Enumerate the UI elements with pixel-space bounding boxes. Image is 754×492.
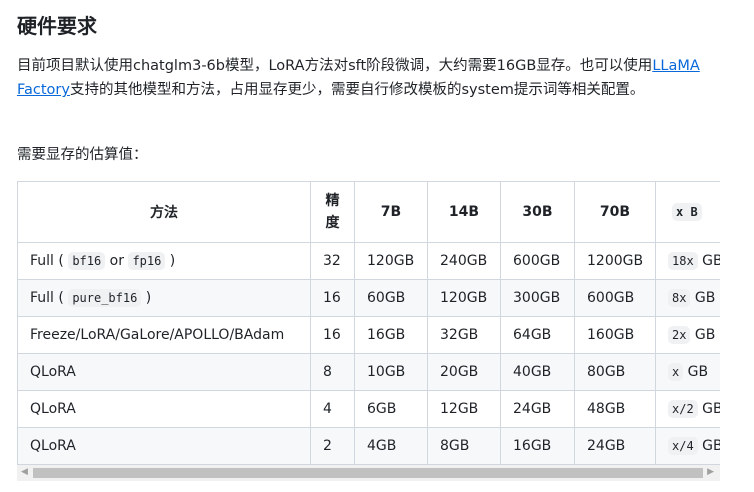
vram-cell: 64GB <box>500 316 575 354</box>
table-row: Freeze/LoRA/GaLore/APOLLO/BAdam 16 16GB 32G… <box>17 316 720 354</box>
table-row: Full ( pure_bf16 ) 16 60GB 120GB 300GB 600GB 8… <box>17 279 720 317</box>
intro-text: 目前项目默认使用chatglm3-6b模型，LoRA方法对sft阶段微调，大约需… <box>17 58 653 74</box>
llama-factory-link[interactable]: LLaMA Factory <box>17 58 700 98</box>
vram-cell: 32GB <box>427 316 501 354</box>
intro-text-continued: 支持的其他模型和方法，占用显存更少，需要自行修改模板的system提示词等相关配… <box>69 82 645 98</box>
vram-cell: 40GB <box>500 353 575 391</box>
vram-table: 方法 精度 7B 14B 30B 70B x B Full ( bf16 or fp16 )… <box>17 181 720 465</box>
column-header: 方法 <box>17 181 311 243</box>
method-cell: QLoRA <box>17 427 311 465</box>
table-scroll-container: 方法 精度 7B 14B 30B 70B x B Full ( bf16 or fp16 )… <box>17 181 720 465</box>
vram-cell: 24GB <box>500 390 575 428</box>
column-header: 精度 <box>310 181 355 243</box>
xb-cell: x/4 GB <box>655 427 720 465</box>
vram-cell: 24GB <box>574 427 656 465</box>
xb-cell: 18x GB <box>655 242 720 280</box>
method-cell: QLoRA <box>17 390 311 428</box>
table-row: Full ( bf16 or fp16 ) 32 120GB 240GB 600GB 12… <box>17 242 720 280</box>
vram-cell: 16GB <box>354 316 428 354</box>
precision-cell: 2 <box>310 427 355 465</box>
method-cell: Full ( pure_bf16 ) <box>17 279 311 317</box>
vram-cell: 20GB <box>427 353 501 391</box>
column-header: 70B <box>574 181 656 243</box>
column-header: 30B <box>500 181 575 243</box>
intro-paragraph: 目前项目默认使用chatglm3-6b模型，LoRA方法对sft阶段微调，大约需… <box>17 54 727 102</box>
scrollbar-thumb[interactable] <box>33 468 703 478</box>
precision-cell: 4 <box>310 390 355 428</box>
horizontal-scrollbar[interactable]: ◀ ▶ <box>17 465 720 481</box>
precision-cell: 16 <box>310 279 355 317</box>
precision-cell: 32 <box>310 242 355 280</box>
vram-cell: 80GB <box>574 353 656 391</box>
vram-cell: 12GB <box>427 390 501 428</box>
section-title: 硬件要求 <box>17 14 97 38</box>
precision-cell: 8 <box>310 353 355 391</box>
xb-cell: 8x GB <box>655 279 720 317</box>
vram-cell: 16GB <box>500 427 575 465</box>
method-cell: Full ( bf16 or fp16 ) <box>17 242 311 280</box>
xb-cell: x GB <box>655 353 720 391</box>
vram-cell: 8GB <box>427 427 501 465</box>
vram-cell: 300GB <box>500 279 575 317</box>
scroll-right-arrow-icon[interactable]: ▶ <box>707 467 714 477</box>
method-cell: Freeze/LoRA/GaLore/APOLLO/BAdam <box>17 316 311 354</box>
vram-cell: 4GB <box>354 427 428 465</box>
column-header: 7B <box>354 181 428 243</box>
scroll-left-arrow-icon[interactable]: ◀ <box>21 467 28 477</box>
vram-cell: 10GB <box>354 353 428 391</box>
vram-cell: 240GB <box>427 242 501 280</box>
column-header: x B <box>655 181 720 243</box>
vram-cell: 6GB <box>354 390 428 428</box>
xb-cell: 2x GB <box>655 316 720 354</box>
vram-cell: 48GB <box>574 390 656 428</box>
xb-cell: x/2 GB <box>655 390 720 428</box>
vram-cell: 160GB <box>574 316 656 354</box>
vram-cell: 120GB <box>427 279 501 317</box>
vram-cell: 600GB <box>500 242 575 280</box>
column-header: 14B <box>427 181 501 243</box>
vram-cell: 120GB <box>354 242 428 280</box>
table-row: QLoRA 8 10GB 20GB 40GB 80GB x GB <box>17 353 720 391</box>
vram-cell: 600GB <box>574 279 656 317</box>
method-cell: QLoRA <box>17 353 311 391</box>
vram-cell: 1200GB <box>574 242 656 280</box>
vram-cell: 60GB <box>354 279 428 317</box>
estimate-label: 需要显存的估算值： <box>17 147 148 163</box>
precision-cell: 16 <box>310 316 355 354</box>
